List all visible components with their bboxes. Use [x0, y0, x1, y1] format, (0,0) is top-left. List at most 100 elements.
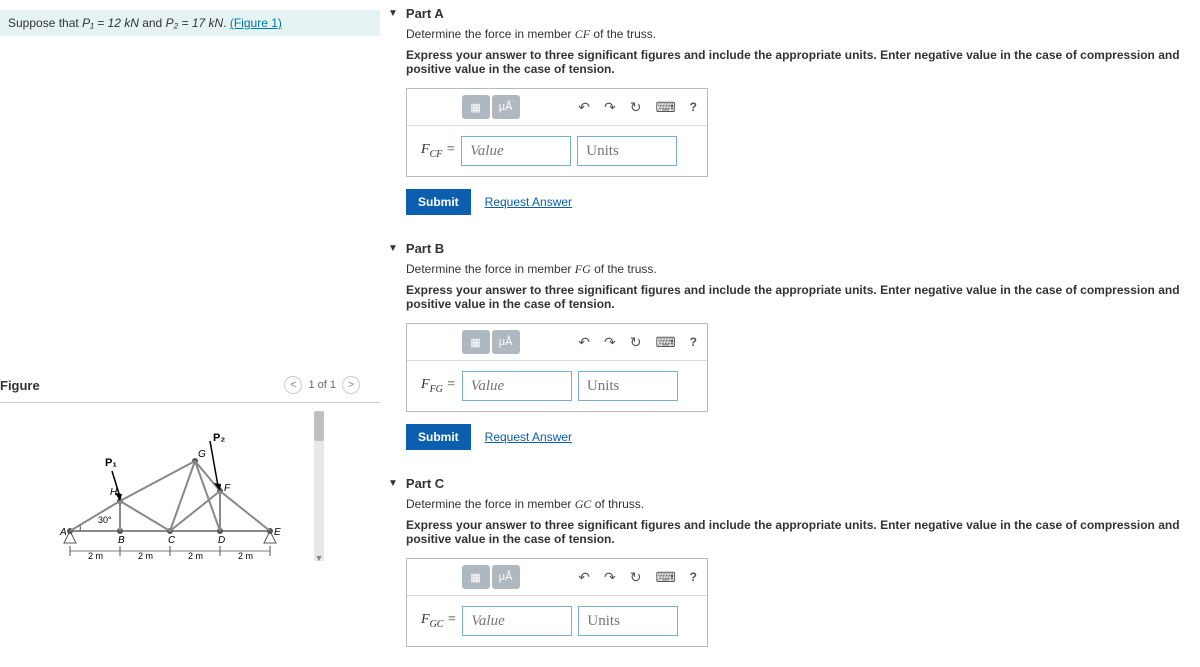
load-p1-label: P₁ [105, 457, 117, 469]
figure-header: Figure < 1 of 1 > [0, 376, 380, 394]
svg-text:G: G [198, 449, 206, 460]
undo-icon[interactable]: ↶ [578, 569, 590, 586]
caret-down-icon: ▼ [388, 478, 398, 489]
problem-and: and [139, 16, 166, 30]
part-a-header[interactable]: ▼ Part A [388, 0, 1192, 27]
mu-a-button[interactable]: μÅ [492, 330, 520, 354]
keyboard-icon[interactable]: ⌨ [655, 334, 675, 351]
redo-icon[interactable]: ↷ [604, 99, 616, 116]
truss-diagram: P₁ P₂ A B C D E H G F 30° [50, 431, 290, 561]
template-icon[interactable]: ▦ [462, 565, 490, 589]
part-a-request-link[interactable]: Request Answer [485, 195, 572, 209]
redo-icon[interactable]: ↷ [604, 334, 616, 351]
part-a: ▼ Part A Determine the force in member C… [388, 0, 1192, 215]
redo-icon[interactable]: ↷ [604, 569, 616, 586]
part-c: ▼ Part C Determine the force in member G… [388, 470, 1192, 647]
part-a-body: Determine the force in member CF of the … [388, 27, 1192, 215]
svg-text:C: C [168, 535, 176, 546]
figure-wrap: P₁ P₂ A B C D E H G F 30° [0, 411, 380, 561]
part-b-toolbar: ▦ μÅ ↶ ↷ ↻ ⌨ ? [407, 324, 707, 361]
svg-text:B: B [118, 535, 125, 546]
figure-link[interactable]: (Figure 1) [230, 16, 282, 30]
part-a-instruction: Express your answer to three significant… [406, 48, 1192, 76]
part-b-submit-button[interactable]: Submit [406, 424, 471, 450]
load-p2-label: P₂ [213, 432, 225, 444]
svg-text:E: E [274, 527, 281, 538]
caret-down-icon: ▼ [388, 8, 398, 19]
help-icon[interactable]: ? [690, 100, 697, 114]
svg-text:30°: 30° [98, 515, 112, 525]
part-c-header[interactable]: ▼ Part C [388, 470, 1192, 497]
mu-a-button[interactable]: μÅ [492, 565, 520, 589]
figure-scrollbar[interactable]: ▲ ▼ [314, 411, 324, 561]
part-b-answer-box: ▦ μÅ ↶ ↷ ↻ ⌨ ? FFG = [406, 323, 708, 412]
reset-icon[interactable]: ↻ [630, 99, 642, 116]
part-b-body: Determine the force in member FG of the … [388, 262, 1192, 450]
part-c-var: FGC = [421, 612, 456, 630]
part-a-question: Determine the force in member CF of the … [406, 27, 1192, 42]
part-a-var: FCF = [421, 142, 455, 160]
keyboard-icon[interactable]: ⌨ [655, 569, 675, 586]
part-a-submit-row: Submit Request Answer [406, 189, 1192, 215]
problem-statement: Suppose that P₁ = 12 kN and P₂ = 17 kN. … [0, 10, 380, 36]
keyboard-icon[interactable]: ⌨ [655, 99, 675, 116]
part-b-question: Determine the force in member FG of the … [406, 262, 1192, 277]
part-a-title: Part A [406, 6, 444, 21]
part-b-instruction: Express your answer to three significant… [406, 283, 1192, 311]
problem-prefix: Suppose that [8, 16, 82, 30]
undo-icon[interactable]: ↶ [578, 334, 590, 351]
part-c-instruction: Express your answer to three significant… [406, 518, 1192, 546]
reset-icon[interactable]: ↻ [630, 334, 642, 351]
mu-a-button[interactable]: μÅ [492, 95, 520, 119]
figure-next-button[interactable]: > [342, 376, 360, 394]
part-c-answer-box: ▦ μÅ ↶ ↷ ↻ ⌨ ? FGC = [406, 558, 708, 647]
reset-icon[interactable]: ↻ [630, 569, 642, 586]
part-c-input-row: FGC = [407, 596, 707, 646]
right-panel: ▼ Part A Determine the force in member C… [380, 0, 1200, 667]
part-a-input-row: FCF = [407, 126, 707, 176]
part-a-submit-button[interactable]: Submit [406, 189, 471, 215]
caret-down-icon: ▼ [388, 243, 398, 254]
help-icon[interactable]: ? [690, 335, 697, 349]
svg-text:H: H [110, 487, 118, 498]
part-c-units-input[interactable] [578, 606, 678, 636]
part-c-title: Part C [406, 476, 444, 491]
part-a-toolbar: ▦ μÅ ↶ ↷ ↻ ⌨ ? [407, 89, 707, 126]
part-a-answer-box: ▦ μÅ ↶ ↷ ↻ ⌨ ? FCF = [406, 88, 708, 177]
part-b-value-input[interactable] [462, 371, 572, 401]
part-a-value-input[interactable] [461, 136, 571, 166]
help-icon[interactable]: ? [690, 570, 697, 584]
part-b: ▼ Part B Determine the force in member F… [388, 235, 1192, 450]
part-c-value-input[interactable] [462, 606, 572, 636]
undo-icon[interactable]: ↶ [578, 99, 590, 116]
template-icon[interactable]: ▦ [462, 330, 490, 354]
part-c-question: Determine the force in member GC of thru… [406, 497, 1192, 512]
svg-text:A: A [59, 527, 67, 538]
part-b-request-link[interactable]: Request Answer [485, 430, 572, 444]
part-c-toolbar: ▦ μÅ ↶ ↷ ↻ ⌨ ? [407, 559, 707, 596]
part-b-units-input[interactable] [578, 371, 678, 401]
left-panel: Suppose that P₁ = 12 kN and P₂ = 17 kN. … [0, 0, 380, 667]
p1-value: P₁ = 12 kN [82, 16, 139, 30]
figure-image: P₁ P₂ A B C D E H G F 30° [50, 431, 290, 561]
part-b-var: FFG = [421, 377, 456, 395]
figure-nav: < 1 of 1 > [284, 376, 360, 394]
p2-value: P₂ = 17 kN [166, 16, 224, 30]
figure-prev-button[interactable]: < [284, 376, 302, 394]
problem-suffix: . [223, 16, 230, 30]
part-b-header[interactable]: ▼ Part B [388, 235, 1192, 262]
figure-nav-text: 1 of 1 [308, 379, 336, 391]
svg-text:2 m: 2 m [138, 551, 153, 561]
svg-text:2 m: 2 m [238, 551, 253, 561]
svg-text:2 m: 2 m [188, 551, 203, 561]
svg-text:2 m: 2 m [88, 551, 103, 561]
figure-title: Figure [0, 378, 40, 393]
part-a-units-input[interactable] [577, 136, 677, 166]
svg-text:F: F [224, 483, 231, 494]
svg-text:D: D [218, 535, 225, 546]
figure-divider [0, 402, 380, 403]
part-c-body: Determine the force in member GC of thru… [388, 497, 1192, 647]
part-b-input-row: FFG = [407, 361, 707, 411]
part-b-title: Part B [406, 241, 444, 256]
template-icon[interactable]: ▦ [462, 95, 490, 119]
